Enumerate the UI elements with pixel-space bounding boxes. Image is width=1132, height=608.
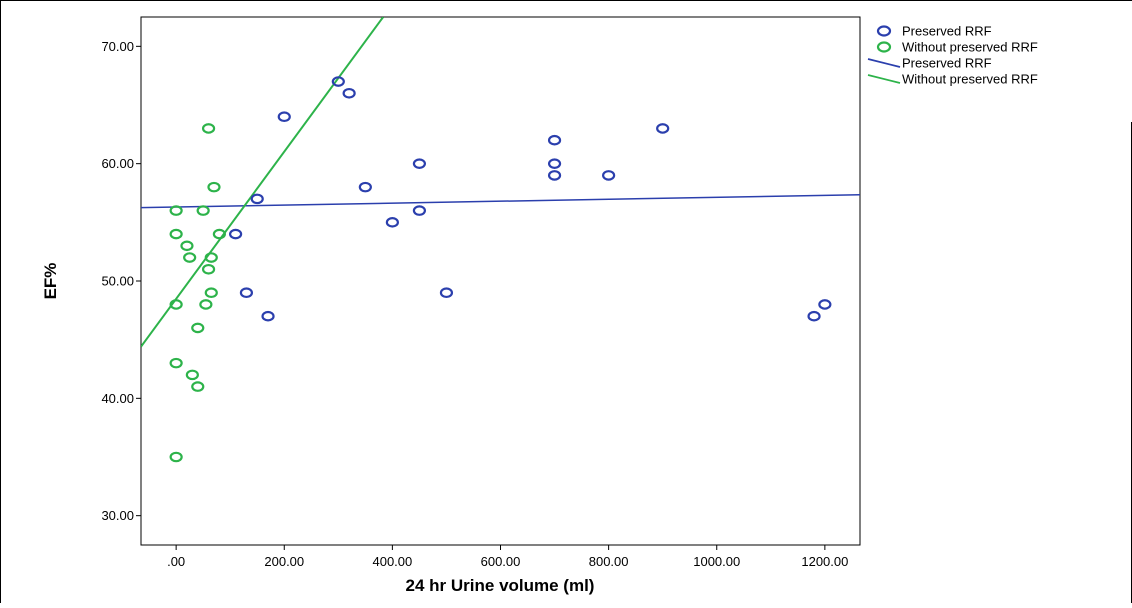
without-preserved-point-5 bbox=[169, 451, 183, 463]
without-preserved-point-13 bbox=[201, 123, 216, 134]
preserved-point-13 bbox=[547, 134, 562, 146]
legend-label-3: Preserved RRF bbox=[902, 56, 992, 71]
without-preserved-point-16 bbox=[204, 287, 218, 299]
x-tick-label: 1000.00 bbox=[693, 554, 740, 569]
without-preserved-point-7 bbox=[183, 252, 197, 263]
without-preserved-point-9 bbox=[191, 322, 205, 334]
without-preserved-point-14 bbox=[201, 263, 216, 275]
preserved-point-12 bbox=[439, 287, 454, 299]
x-tick-label: 800.00 bbox=[589, 554, 629, 569]
y-tick-label: 50.00 bbox=[101, 274, 134, 289]
without-preserved-point-6 bbox=[180, 240, 194, 252]
without-preserved-point-4 bbox=[169, 357, 183, 369]
preserved-point-14 bbox=[547, 158, 562, 169]
plot-frame bbox=[140, 16, 861, 546]
without-preserved-point-12 bbox=[199, 299, 213, 310]
preserved-point-9 bbox=[385, 217, 399, 228]
preserved-point-8 bbox=[358, 181, 372, 193]
preserved-point-5 bbox=[277, 111, 291, 123]
legend-label-2: Without preserved RRF bbox=[902, 40, 1038, 55]
preserved-point-6 bbox=[331, 76, 345, 87]
preserved-point-19 bbox=[818, 299, 832, 310]
y-tick-label: 60.00 bbox=[101, 156, 134, 171]
legend-line-3 bbox=[867, 58, 901, 68]
x-tick-label: 200.00 bbox=[264, 554, 304, 569]
legend-label-4: Without preserved RRF bbox=[902, 72, 1038, 87]
preserved-point-7 bbox=[342, 87, 356, 99]
x-tick-label: .00 bbox=[167, 554, 185, 569]
preserved-point-15 bbox=[547, 170, 562, 181]
fit-line-preserved bbox=[141, 194, 860, 209]
x-tick-label: 400.00 bbox=[372, 554, 412, 569]
without-preserved-point-2 bbox=[169, 228, 183, 240]
preserved-point-3 bbox=[250, 193, 264, 205]
fit-lines bbox=[141, 17, 860, 348]
without-preserved-point-18 bbox=[212, 228, 226, 240]
y-tick-label: 70.00 bbox=[101, 39, 134, 54]
x-axis: .00 200.00 400.00 600.00 800.00 1000.00 1200.0… bbox=[167, 545, 848, 569]
preserved-point-11 bbox=[412, 205, 427, 216]
without-preserved-point-10 bbox=[191, 381, 205, 392]
legend-label-1: Preserved RRF bbox=[902, 24, 992, 39]
plot-area bbox=[140, 16, 861, 546]
x-axis-title: 24 hr Urine volume (ml) bbox=[406, 576, 595, 595]
y-tick-label: 40.00 bbox=[101, 391, 134, 406]
x-tick-label: 600.00 bbox=[481, 554, 521, 569]
data-markers bbox=[169, 76, 832, 463]
without-preserved-point-17 bbox=[207, 181, 221, 193]
x-tick-label: 1200.00 bbox=[801, 554, 848, 569]
y-axis-title: EF% bbox=[41, 263, 60, 300]
y-tick-label: 30.00 bbox=[101, 508, 134, 523]
preserved-point-2 bbox=[239, 287, 254, 299]
without-preserved-point-1 bbox=[169, 205, 183, 216]
fit-line-without-preserved bbox=[141, 17, 384, 348]
preserved-point-10 bbox=[412, 158, 427, 169]
legend-marker-2 bbox=[876, 41, 892, 53]
without-preserved-point-8 bbox=[185, 369, 199, 381]
preserved-point-4 bbox=[261, 310, 275, 322]
preserved-point-1 bbox=[229, 228, 243, 240]
legend-marker-1 bbox=[876, 25, 892, 37]
without-preserved-point-11 bbox=[196, 205, 210, 216]
preserved-point-18 bbox=[807, 310, 821, 322]
without-preserved-point-15 bbox=[204, 252, 218, 263]
y-axis: 30.00 40.00 50.00 60.00 70.00 bbox=[101, 39, 141, 523]
preserved-point-17 bbox=[656, 123, 670, 134]
without-preserved-point-3 bbox=[169, 299, 183, 310]
preserved-point-16 bbox=[602, 170, 616, 181]
legend-line-4 bbox=[867, 74, 901, 84]
